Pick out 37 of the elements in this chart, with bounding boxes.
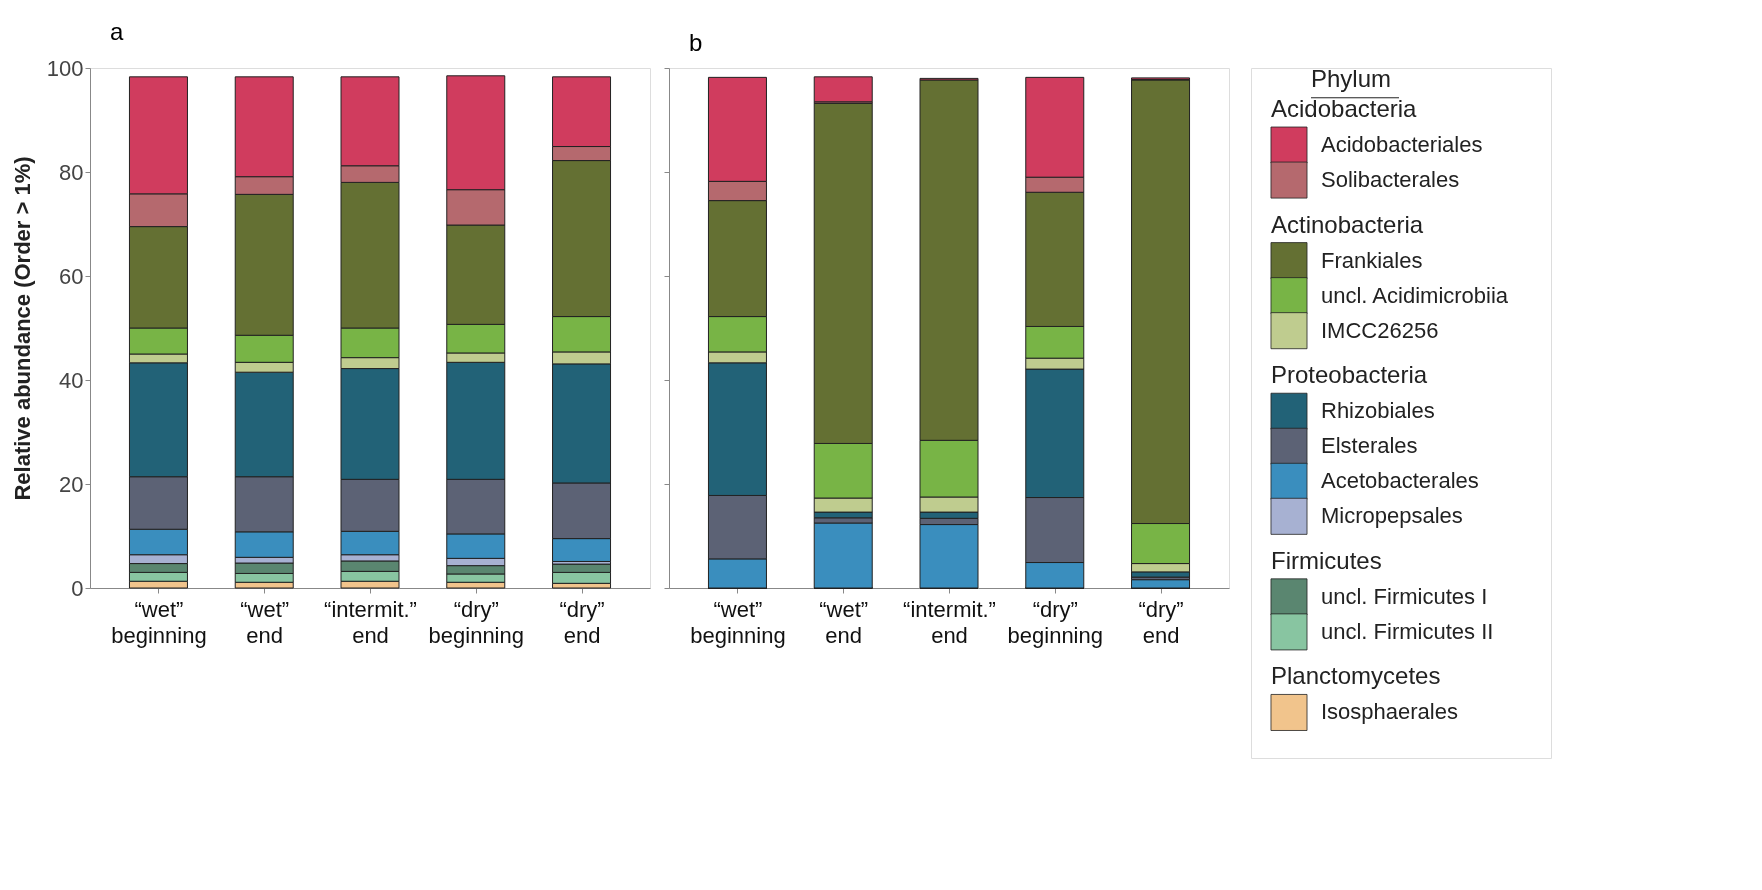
legend-label: Elsterales [1321,433,1418,459]
text: Actinobacteria [1271,210,1424,238]
x-tick-label: “dry” end [1138,596,1184,648]
y-axis-title: Relative abundance (Order > 1%) [9,156,35,501]
legend-label: Micropepsales [1321,503,1463,529]
text: Firmicutes [1271,546,1382,574]
legend-label: IMCC26256 [1321,317,1439,343]
legend-label: Frankiales [1321,247,1423,273]
y-tick-label: 40 [59,367,84,393]
x-tick-label: “intermit.” end [324,596,417,648]
x-tick-label: “dry” beginning [428,596,524,648]
legend-label: Acidobacteriales [1321,132,1483,158]
y-tick-label: 0 [71,575,84,601]
x-tick-label: “wet” end [819,596,869,648]
y-tick-label: 80 [59,159,84,185]
legend-label: uncl. Firmicutes II [1321,618,1494,644]
x-tick-label: “dry” beginning [1007,596,1103,648]
legend-label: Rhizobiales [1321,398,1435,424]
legend-label: Solibacterales [1321,167,1460,193]
legend-label: Isosphaerales [1321,699,1458,725]
legend-label: Acetobacterales [1321,468,1479,494]
legend-label: uncl. Acidimicrobiia [1321,282,1509,308]
chart-title: b [689,28,703,56]
text: Acidobacteria [1271,95,1418,123]
text: Proteobacteria [1271,361,1428,389]
x-tick-label: “wet” end [240,596,290,648]
y-tick-label: 20 [59,471,84,497]
x-tick-label: “intermit.” end [903,596,996,648]
legend-label: uncl. Firmicutes I [1321,583,1488,609]
chart-title: a [110,18,124,45]
y-tick-label: 100 [46,55,84,81]
y-tick-label: 60 [59,263,84,289]
x-tick-label: “dry” end [559,596,605,648]
legend-title: Phylum [1311,65,1392,92]
x-tick-label: “wet” beginning [690,596,786,648]
text: Planctomycetes [1271,662,1441,690]
x-tick-label: “wet” beginning [111,596,207,648]
